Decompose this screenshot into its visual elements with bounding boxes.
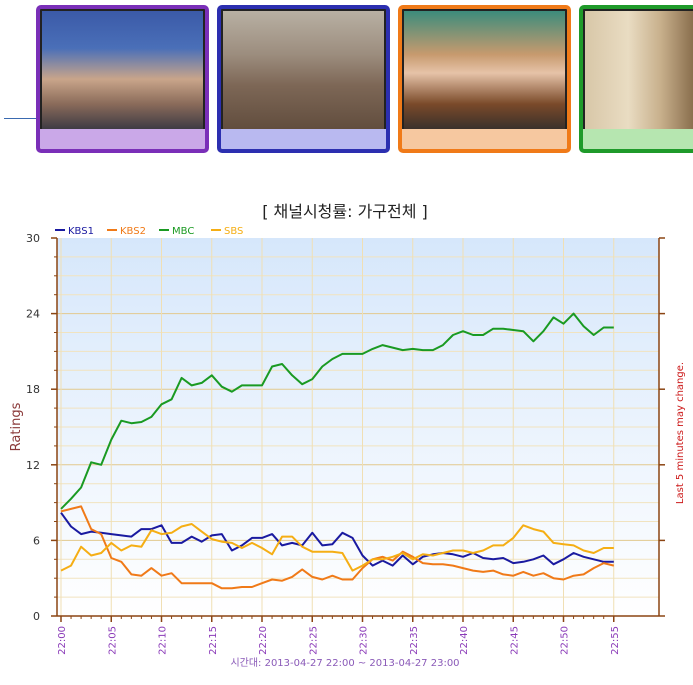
legend-label-kbs2: KBS2	[120, 226, 146, 237]
chart-title: [ 채널시청률: 가구전체 ]	[262, 202, 428, 221]
x-tick-label: 22:35	[409, 626, 420, 655]
y-axis-label: Ratings	[9, 402, 24, 451]
thumbnail-image	[223, 11, 384, 135]
series-line-sbs	[60, 523, 614, 572]
x-tick-label: 22:20	[258, 626, 269, 655]
x-tick-label: 22:45	[509, 626, 520, 655]
y-tick-labels: 0 6 12 18 24 30	[26, 232, 40, 623]
series-line-mbc	[60, 312, 614, 510]
ratings-chart: [ 채널시청률: 가구전체 ] KBS1 KBS2 MBC SBS 0 6 12 18 24 3…	[0, 190, 693, 681]
thumbnail-caption-bar	[583, 129, 693, 149]
series-line-kbs1	[60, 512, 614, 567]
legend-label-mbc: MBC	[172, 226, 194, 237]
series-lines	[60, 312, 615, 590]
thumbnail-image	[42, 11, 203, 135]
x-tick-label: 22:25	[308, 626, 319, 655]
thumbnail-sbs[interactable]	[579, 5, 693, 153]
thumbnail-mbc[interactable]	[398, 5, 571, 153]
x-tick-label: 22:40	[459, 626, 470, 655]
thumbnail-caption-bar	[402, 129, 567, 149]
y-tick-label: 6	[33, 534, 40, 547]
thumbnail-caption-bar	[40, 129, 205, 149]
chart-legend: KBS1 KBS2 MBC SBS	[55, 226, 243, 237]
thumbnail-image	[585, 11, 693, 135]
x-tick-labels: 22:00 22:05 22:10 22:15 22:20 22:25 22:30 22:35…	[57, 626, 621, 655]
ratings-chart-svg: [ 채널시청률: 가구전체 ] KBS1 KBS2 MBC SBS 0 6 12 18 24 3…	[9, 202, 686, 669]
thumbnail-kbs2[interactable]	[217, 5, 390, 153]
thumbnail-image	[404, 11, 565, 135]
x-tick-label: 22:50	[560, 626, 571, 655]
right-axis-note: Last 5 minutes may change.	[675, 362, 686, 504]
thumbnail-strip	[0, 0, 693, 165]
legend-label-sbs: SBS	[224, 226, 243, 237]
legend-label-kbs1: KBS1	[68, 226, 94, 237]
axes	[51, 237, 665, 622]
x-axis-label: 시간대: 2013-04-27 22:00 ~ 2013-04-27 23:00	[230, 657, 459, 669]
x-tick-label: 22:10	[158, 626, 169, 655]
y-tick-label: 24	[26, 308, 40, 321]
y-tick-label: 18	[26, 383, 40, 396]
x-tick-label: 22:15	[208, 626, 219, 655]
thumbnail-connector	[4, 118, 40, 119]
y-tick-label: 0	[33, 610, 40, 623]
grid-lines	[57, 238, 659, 616]
x-tick-label: 22:00	[57, 626, 68, 655]
x-tick-label: 22:05	[107, 626, 118, 655]
y-tick-label: 30	[26, 232, 40, 245]
x-tick-label: 22:55	[610, 626, 621, 655]
thumbnail-kbs1[interactable]	[36, 5, 209, 153]
thumbnail-caption-bar	[221, 129, 386, 149]
series-line-kbs2	[60, 505, 615, 590]
x-tick-label: 22:30	[359, 626, 370, 655]
y-tick-label: 12	[26, 459, 40, 472]
